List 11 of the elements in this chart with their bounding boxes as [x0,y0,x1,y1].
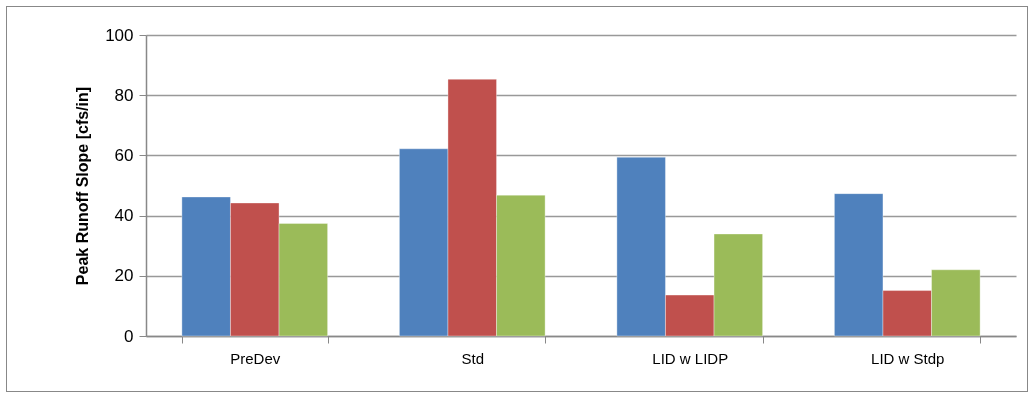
y-tick-label: 0 [124,326,134,346]
y-tick-label: 20 [114,266,134,286]
y-tick-label: 60 [114,145,134,165]
y-tick-label: 40 [114,206,134,226]
y-tick-label: 80 [114,85,134,105]
x-tick-label: LID w Stdp [871,349,945,367]
x-tick-label: LID w LIDP [652,349,729,367]
x-tick-label: PreDev [230,349,281,367]
x-tick-label: Std [461,349,485,367]
y-axis-title: Peak Runoff Slope [cfs/in] [74,86,92,286]
y-tick-label: 100 [105,25,134,45]
